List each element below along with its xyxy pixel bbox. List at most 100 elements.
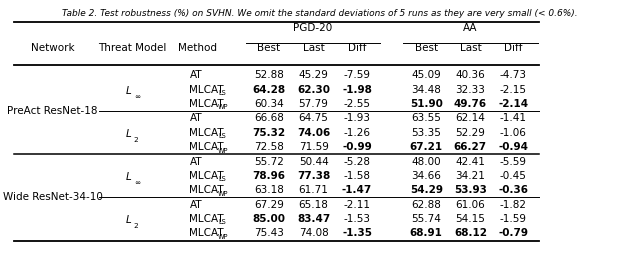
Text: MLCAT: MLCAT bbox=[189, 99, 224, 109]
Text: 61.06: 61.06 bbox=[456, 200, 485, 210]
Text: LS: LS bbox=[218, 133, 226, 139]
Text: 53.35: 53.35 bbox=[412, 128, 441, 138]
Text: 83.47: 83.47 bbox=[297, 214, 330, 224]
Text: 2: 2 bbox=[134, 223, 138, 229]
Text: -0.94: -0.94 bbox=[499, 142, 528, 152]
Text: 62.14: 62.14 bbox=[456, 114, 485, 123]
Text: 77.38: 77.38 bbox=[297, 171, 330, 181]
Text: -2.15: -2.15 bbox=[500, 85, 527, 95]
Text: 52.29: 52.29 bbox=[456, 128, 485, 138]
Text: 34.48: 34.48 bbox=[412, 85, 441, 95]
Text: 62.30: 62.30 bbox=[297, 85, 330, 95]
Text: ∞: ∞ bbox=[134, 94, 140, 100]
Text: 53.93: 53.93 bbox=[454, 185, 487, 195]
Text: $L$: $L$ bbox=[125, 170, 132, 182]
Text: $L$: $L$ bbox=[125, 127, 132, 139]
Text: 42.41: 42.41 bbox=[456, 157, 485, 167]
Text: 45.09: 45.09 bbox=[412, 70, 441, 80]
Text: -1.59: -1.59 bbox=[500, 214, 527, 224]
Text: 64.28: 64.28 bbox=[252, 85, 285, 95]
Text: Wide ResNet-34-10: Wide ResNet-34-10 bbox=[3, 193, 102, 203]
Text: -1.93: -1.93 bbox=[344, 114, 371, 123]
Text: 34.66: 34.66 bbox=[412, 171, 441, 181]
Text: WP: WP bbox=[218, 148, 228, 153]
Text: MLCAT: MLCAT bbox=[189, 142, 224, 152]
Text: WP: WP bbox=[218, 234, 228, 240]
Text: LS: LS bbox=[218, 219, 226, 225]
Text: 49.76: 49.76 bbox=[454, 99, 487, 109]
Text: 2: 2 bbox=[134, 137, 138, 143]
Text: -4.73: -4.73 bbox=[500, 70, 527, 80]
Text: 63.18: 63.18 bbox=[254, 185, 284, 195]
Text: 85.00: 85.00 bbox=[252, 214, 285, 224]
Text: -5.59: -5.59 bbox=[500, 157, 527, 167]
Text: PGD-20: PGD-20 bbox=[293, 23, 333, 33]
Text: MLCAT: MLCAT bbox=[189, 214, 224, 224]
Text: 34.21: 34.21 bbox=[456, 171, 485, 181]
Text: 68.91: 68.91 bbox=[410, 229, 443, 238]
Text: 48.00: 48.00 bbox=[412, 157, 441, 167]
Text: -0.99: -0.99 bbox=[342, 142, 372, 152]
Text: 52.88: 52.88 bbox=[254, 70, 284, 80]
Text: 54.15: 54.15 bbox=[456, 214, 485, 224]
Text: MLCAT: MLCAT bbox=[189, 229, 224, 238]
Text: -2.14: -2.14 bbox=[498, 99, 529, 109]
Text: -1.06: -1.06 bbox=[500, 128, 527, 138]
Text: 68.12: 68.12 bbox=[454, 229, 487, 238]
Text: $L$: $L$ bbox=[125, 213, 132, 225]
Text: -1.47: -1.47 bbox=[342, 185, 372, 195]
Text: Network: Network bbox=[31, 43, 74, 53]
Text: WP: WP bbox=[218, 104, 228, 110]
Text: -5.28: -5.28 bbox=[344, 157, 371, 167]
Text: 45.29: 45.29 bbox=[299, 70, 328, 80]
Text: 72.58: 72.58 bbox=[254, 142, 284, 152]
Text: Last: Last bbox=[460, 43, 481, 53]
Text: MLCAT: MLCAT bbox=[189, 128, 224, 138]
Text: 60.34: 60.34 bbox=[254, 99, 284, 109]
Text: 50.44: 50.44 bbox=[299, 157, 328, 167]
Text: 67.29: 67.29 bbox=[254, 200, 284, 210]
Text: AT: AT bbox=[189, 157, 202, 167]
Text: 67.21: 67.21 bbox=[410, 142, 443, 152]
Text: 62.88: 62.88 bbox=[412, 200, 441, 210]
Text: 64.75: 64.75 bbox=[299, 114, 328, 123]
Text: WP: WP bbox=[218, 191, 228, 197]
Text: Threat Model: Threat Model bbox=[99, 43, 166, 53]
Text: 32.33: 32.33 bbox=[456, 85, 485, 95]
Text: 66.27: 66.27 bbox=[454, 142, 487, 152]
Text: Last: Last bbox=[303, 43, 324, 53]
Text: 78.96: 78.96 bbox=[252, 171, 285, 181]
Text: -1.82: -1.82 bbox=[500, 200, 527, 210]
Text: AT: AT bbox=[189, 70, 202, 80]
Text: MLCAT: MLCAT bbox=[189, 171, 224, 181]
Text: AT: AT bbox=[189, 114, 202, 123]
Text: -1.58: -1.58 bbox=[344, 171, 371, 181]
Text: 55.72: 55.72 bbox=[254, 157, 284, 167]
Text: 63.55: 63.55 bbox=[412, 114, 441, 123]
Text: Method: Method bbox=[178, 43, 216, 53]
Text: 51.90: 51.90 bbox=[410, 99, 443, 109]
Text: -2.55: -2.55 bbox=[344, 99, 371, 109]
Text: 65.18: 65.18 bbox=[299, 200, 328, 210]
Text: ∞: ∞ bbox=[134, 180, 140, 186]
Text: AA: AA bbox=[463, 23, 477, 33]
Text: $L$: $L$ bbox=[125, 84, 132, 96]
Text: Best: Best bbox=[257, 43, 280, 53]
Text: -0.45: -0.45 bbox=[500, 171, 527, 181]
Text: 57.79: 57.79 bbox=[299, 99, 328, 109]
Text: 71.59: 71.59 bbox=[299, 142, 328, 152]
Text: Diff: Diff bbox=[504, 43, 522, 53]
Text: 75.32: 75.32 bbox=[252, 128, 285, 138]
Text: MLCAT: MLCAT bbox=[189, 185, 224, 195]
Text: 75.43: 75.43 bbox=[254, 229, 284, 238]
Text: -1.35: -1.35 bbox=[342, 229, 372, 238]
Text: -0.79: -0.79 bbox=[499, 229, 528, 238]
Text: -0.36: -0.36 bbox=[499, 185, 528, 195]
Text: AT: AT bbox=[189, 200, 202, 210]
Text: PreAct ResNet-18: PreAct ResNet-18 bbox=[7, 106, 98, 116]
Text: -1.53: -1.53 bbox=[344, 214, 371, 224]
Text: -2.11: -2.11 bbox=[344, 200, 371, 210]
Text: LS: LS bbox=[218, 176, 226, 182]
Text: 66.68: 66.68 bbox=[254, 114, 284, 123]
Text: Table 2. Test robustness (%) on SVHN. We omit the standard deviations of 5 runs : Table 2. Test robustness (%) on SVHN. We… bbox=[62, 9, 578, 18]
